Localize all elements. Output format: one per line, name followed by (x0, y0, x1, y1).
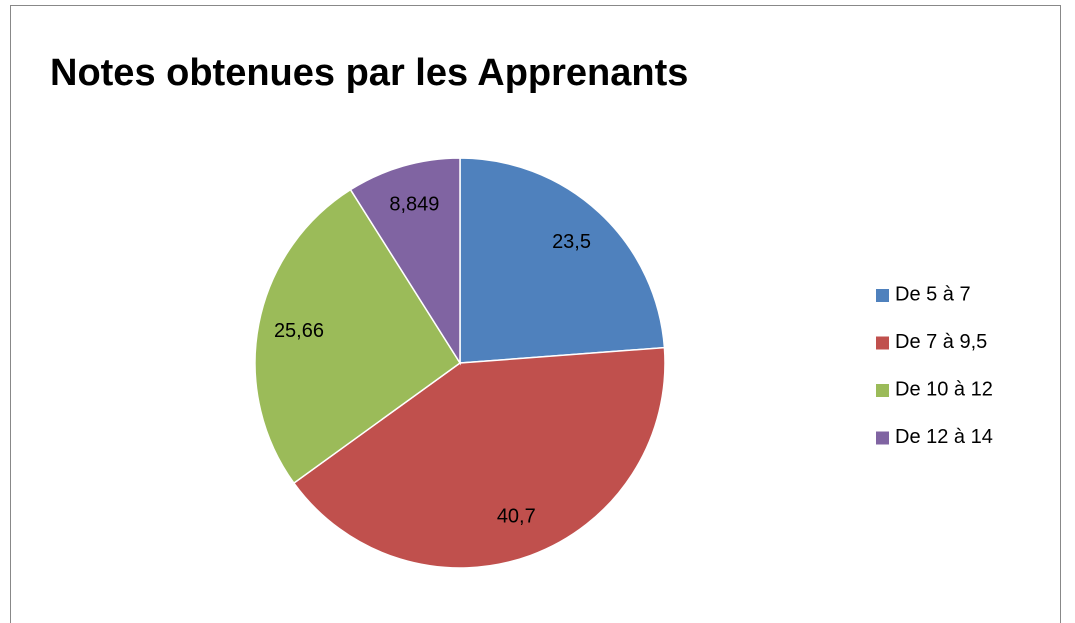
legend-swatch (876, 384, 889, 397)
legend-label: De 5 à 7 (895, 283, 971, 305)
data-label: 23,5 (552, 231, 591, 253)
pie-slice (292, 346, 666, 569)
legend-swatch (876, 336, 889, 350)
legend-label: De 12 à 14 (895, 426, 993, 448)
pie-slice (349, 157, 461, 366)
data-label: 8,849 (389, 194, 439, 216)
legend-swatch (876, 431, 889, 445)
chart-title: Notes obtenues par les Apprenants (50, 52, 688, 94)
data-label: 40,7 (497, 505, 536, 527)
pie-slice (254, 188, 462, 485)
data-label: 25,66 (274, 320, 324, 342)
legend-swatch (876, 289, 889, 302)
legend-label: De 10 à 12 (895, 378, 993, 400)
legend-label: De 7 à 9,5 (895, 331, 987, 353)
pie-slice (459, 157, 666, 364)
